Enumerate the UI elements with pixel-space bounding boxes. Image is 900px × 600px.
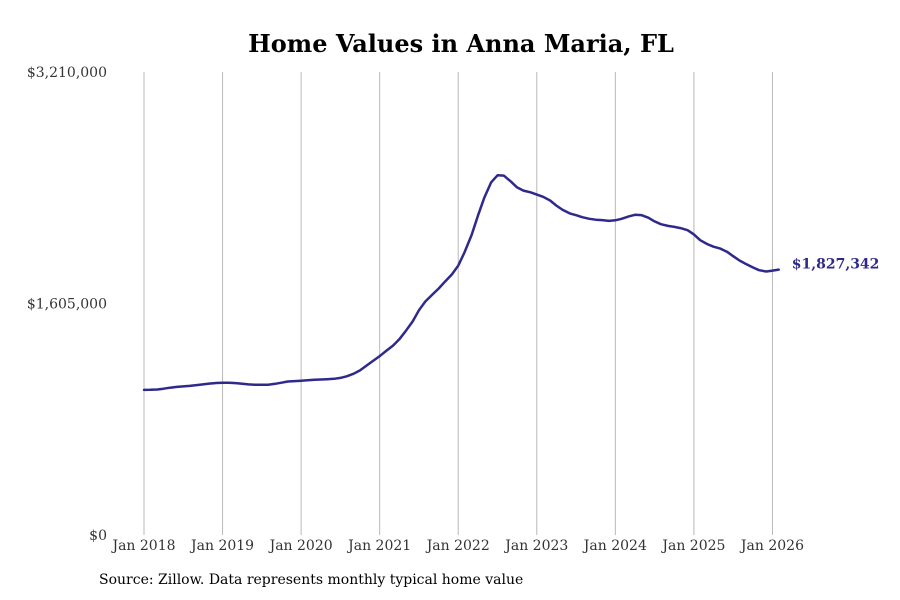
y-axis-ticks: $0 $1,605,000 $3,210,000 [27,65,107,544]
x-tick-label-2025: Jan 2025 [660,538,725,554]
chart-title: Home Values in Anna Maria, FL [248,29,674,58]
x-tick-label-2024: Jan 2024 [582,538,647,554]
source-note: Source: Zillow. Data represents monthly … [99,572,524,588]
x-axis-ticks: Jan 2018 Jan 2019 Jan 2020 Jan 2021 Jan 2022… [110,538,804,554]
series-layer [142,174,780,392]
x-tick-label-2022: Jan 2022 [425,538,490,554]
x-tick-label-2020: Jan 2020 [268,538,333,554]
x-tick-label-2018: Jan 2018 [110,538,175,554]
y-tick-label: $3,210,000 [27,65,107,81]
series-line-0 [142,174,780,392]
y-tick-label: $1,605,000 [27,297,107,313]
grid-lines [143,72,773,535]
x-tick-label-2019: Jan 2019 [189,538,254,554]
x-tick-label-2026: Jan 2026 [739,538,804,554]
x-tick-label-2023: Jan 2023 [503,538,568,554]
y-tick-label: $0 [89,528,107,544]
x-tick-label-2021: Jan 2021 [346,538,411,554]
end-value-label: $1,827,342 [792,257,880,273]
